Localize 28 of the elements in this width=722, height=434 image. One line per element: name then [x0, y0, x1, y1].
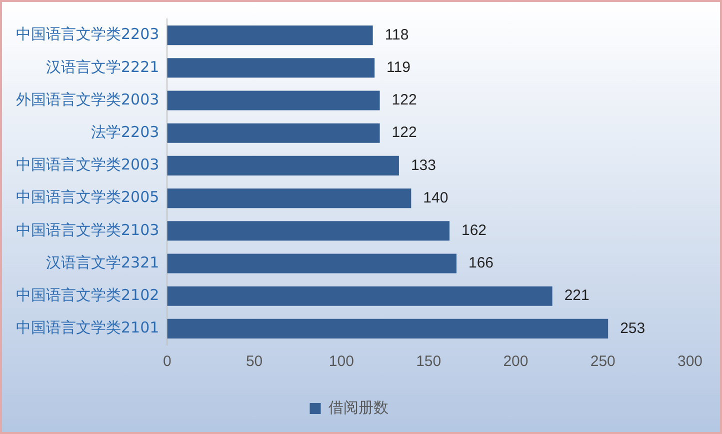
y-tick-label: 汉语言文学2221 — [46, 58, 160, 76]
data-label: 133 — [410, 156, 436, 174]
legend-label: 借阅册数 — [328, 398, 388, 416]
y-tick-label: 中国语言文学类2103 — [16, 220, 160, 239]
x-tick-label: 150 — [416, 353, 442, 370]
x-tick-label: 50 — [246, 353, 263, 370]
y-tick-label: 外国语言文学类2003 — [16, 90, 160, 108]
data-label: 162 — [462, 222, 487, 240]
data-label: 122 — [392, 92, 417, 109]
data-label: 166 — [468, 254, 494, 272]
y-tick-label: 中国语言文学类2005 — [16, 188, 160, 206]
data-label: 253 — [620, 320, 646, 337]
y-tick-label: 法学2203 — [90, 122, 160, 141]
x-tick-label: 0 — [163, 353, 172, 370]
y-tick-label: 中国语言文学类2102 — [16, 286, 160, 304]
data-label: 118 — [384, 26, 409, 44]
data-label: 221 — [564, 287, 590, 304]
x-tick-label: 100 — [328, 353, 354, 370]
y-tick-label: 中国语言文学类2203 — [16, 25, 160, 44]
y-tick-label: 汉语言文学2321 — [46, 253, 160, 272]
x-tick-label: 250 — [590, 353, 616, 370]
x-tick-label: 300 — [677, 353, 703, 370]
x-tick-label: 200 — [503, 353, 528, 370]
y-tick-label: 中国语言文学类2003 — [16, 156, 160, 174]
data-label: 119 — [386, 59, 410, 76]
y-tick-label: 中国语言文学类2101 — [16, 318, 160, 337]
data-label: 140 — [423, 189, 448, 206]
data-label: 122 — [392, 124, 417, 142]
